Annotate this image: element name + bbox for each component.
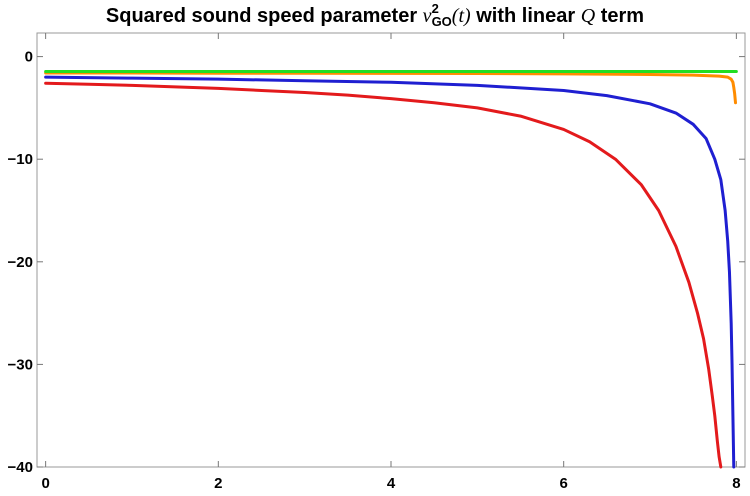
- title-argument: (t): [451, 5, 471, 27]
- title-sub-sup: 2 GO: [432, 2, 452, 28]
- title-variable: v: [422, 5, 432, 27]
- y-tick-label: −30: [8, 356, 33, 373]
- y-tick-label: −10: [8, 151, 33, 168]
- series-line-1: [44, 81, 723, 469]
- y-tick-label: −40: [8, 459, 33, 476]
- tick-layer: 0 2 4 6 8 0 −10 −20 −30 −40: [8, 33, 745, 492]
- y-tick-label: 0: [25, 49, 33, 66]
- title-suffix: term: [595, 5, 645, 27]
- x-tick-label: 0: [41, 475, 49, 492]
- title-subscript: GO: [431, 14, 452, 29]
- series-line-2: [44, 75, 736, 469]
- x-tick-label: 6: [560, 475, 568, 492]
- title-q-symbol: Q: [580, 5, 596, 27]
- x-tick-label: 4: [387, 475, 396, 492]
- x-tick-label: 2: [214, 475, 222, 492]
- x-tick-label: 8: [732, 475, 740, 492]
- series-line-3: [44, 71, 737, 105]
- series-layer: [44, 69, 738, 469]
- title-middle: with linear: [470, 5, 581, 27]
- chart-title: Squared sound speed parameter v 2 GO (t) wi…: [0, 2, 750, 28]
- title-prefix: Squared sound speed parameter: [105, 5, 423, 27]
- y-tick-label: −20: [8, 254, 33, 271]
- title-superscript: 2: [431, 1, 439, 16]
